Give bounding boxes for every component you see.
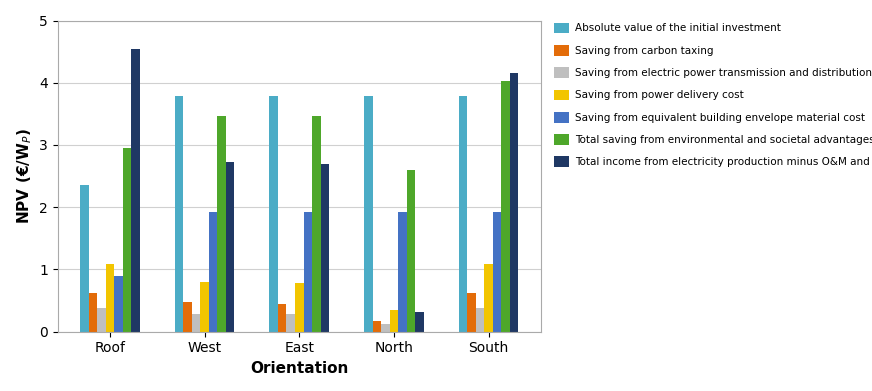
Bar bbox=[303, 212, 312, 332]
Bar bbox=[501, 81, 510, 332]
Bar bbox=[287, 314, 295, 332]
Legend: Absolute value of the initial investment, Saving from carbon taxing, Saving from: Absolute value of the initial investment… bbox=[551, 20, 872, 170]
Bar bbox=[174, 97, 183, 332]
Bar bbox=[493, 212, 501, 332]
Bar bbox=[114, 276, 123, 332]
Bar bbox=[321, 164, 329, 332]
Bar bbox=[399, 212, 406, 332]
Bar bbox=[312, 117, 321, 332]
Bar bbox=[208, 212, 217, 332]
Bar bbox=[269, 97, 278, 332]
Bar bbox=[80, 185, 89, 332]
Bar bbox=[372, 321, 381, 332]
Bar bbox=[295, 283, 303, 332]
Bar bbox=[278, 304, 287, 332]
Bar bbox=[364, 97, 372, 332]
Bar bbox=[97, 308, 106, 332]
Bar bbox=[201, 282, 208, 332]
Bar bbox=[390, 310, 399, 332]
Bar bbox=[226, 162, 235, 332]
Bar bbox=[123, 148, 131, 332]
Bar bbox=[484, 264, 493, 332]
Bar bbox=[415, 312, 424, 332]
Bar bbox=[131, 48, 140, 332]
Bar bbox=[192, 314, 201, 332]
X-axis label: Orientation: Orientation bbox=[250, 361, 349, 376]
Y-axis label: NPV (€/W$_P$): NPV (€/W$_P$) bbox=[15, 128, 34, 224]
Bar bbox=[510, 74, 518, 332]
Bar bbox=[381, 324, 390, 332]
Bar bbox=[89, 293, 97, 332]
Bar bbox=[217, 117, 226, 332]
Bar bbox=[106, 264, 114, 332]
Bar bbox=[476, 308, 484, 332]
Bar bbox=[183, 303, 192, 332]
Bar bbox=[467, 293, 476, 332]
Bar bbox=[406, 170, 415, 332]
Bar bbox=[459, 97, 467, 332]
